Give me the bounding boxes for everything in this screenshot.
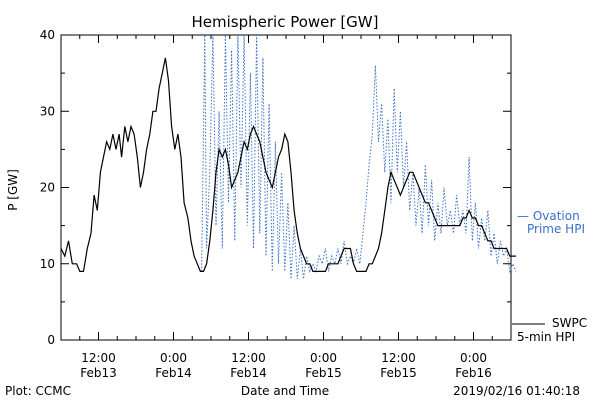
series-line-ovation-prime-hpi: [201, 34, 517, 280]
x-tick-date-label: Feb14: [230, 366, 267, 380]
x-tick-date-label: Feb16: [455, 366, 492, 380]
plot-frame: [60, 34, 512, 341]
y-axis-ticks: 0 10 20 30 40: [40, 28, 511, 347]
legend-swpc-line2: 5-min HPI: [517, 330, 575, 344]
y-tick-label: 20: [40, 181, 55, 195]
x-tick-date-label: Feb15: [380, 366, 417, 380]
x-tick-date-label: Feb13: [80, 366, 117, 380]
x-tick-time-label: 12:00: [381, 351, 416, 365]
y-tick-label: 40: [40, 28, 55, 42]
footer-timestamp: 2019/02/16 01:40:18: [453, 384, 580, 398]
legend-swpc: SWPC 5-min HPI: [512, 316, 587, 344]
legend-ovation-line1: — Ovation: [517, 209, 580, 223]
y-tick-label: 0: [47, 333, 55, 347]
x-axis-label: Date and Time: [241, 384, 329, 398]
y-tick-label: 10: [40, 257, 55, 271]
legend-ovation-line2: Prime HPI: [527, 222, 585, 236]
legend-ovation: — Ovation Prime HPI: [517, 209, 585, 236]
x-tick-time-label: 0:00: [310, 351, 337, 365]
series-line-swpc-5min-hpi: [60, 57, 516, 272]
x-axis-ticks: 12:00Feb130:00Feb1412:00Feb140:00Feb1512…: [79, 35, 493, 380]
x-tick-date-label: Feb14: [155, 366, 192, 380]
x-tick-time-label: 12:00: [231, 351, 266, 365]
footer-plot-source: Plot: CCMC: [5, 384, 71, 398]
legend-swpc-line1: SWPC: [552, 316, 587, 330]
x-tick-time-label: 0:00: [460, 351, 487, 365]
y-axis-label: P [GW]: [6, 169, 20, 211]
y-tick-label: 30: [40, 104, 55, 118]
chart-title: Hemispheric Power [GW]: [192, 13, 379, 31]
x-tick-date-label: Feb15: [305, 366, 342, 380]
x-tick-time-label: 0:00: [160, 351, 187, 365]
x-tick-time-label: 12:00: [81, 351, 116, 365]
